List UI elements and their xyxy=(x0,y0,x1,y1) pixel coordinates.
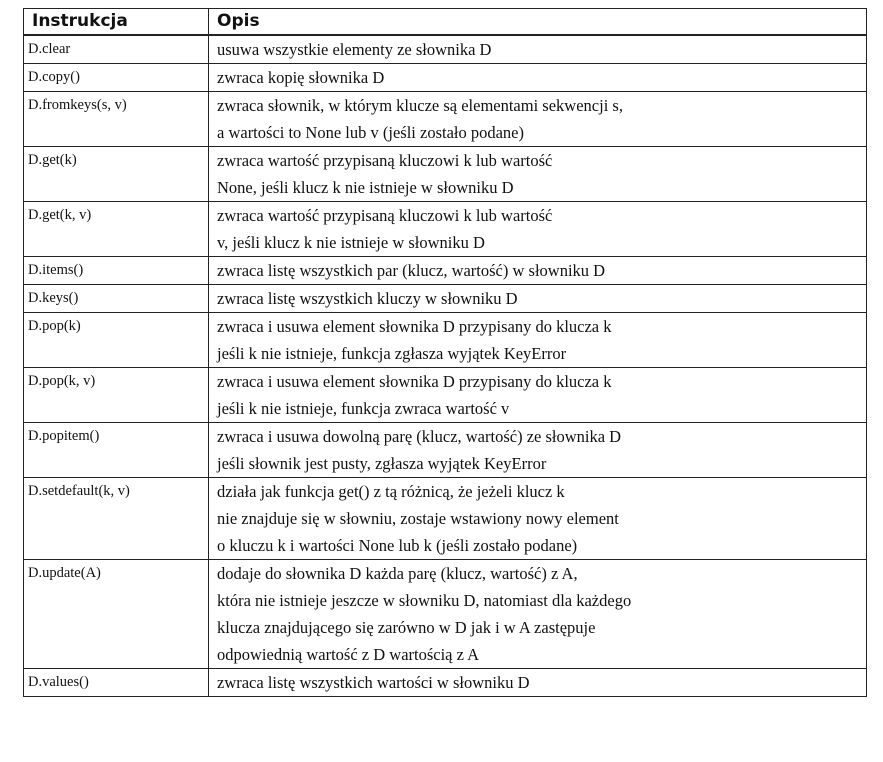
header-row: Instrukcja Opis xyxy=(23,8,867,36)
table-row: D.items() zwraca listę wszystkich par (kl… xyxy=(23,256,867,285)
description-cell: zwraca kopię słownika D xyxy=(208,63,867,92)
table-row: D.copy() zwraca kopię słownika D xyxy=(23,63,867,92)
description-line: usuwa wszystkie elementy ze słownika D xyxy=(217,40,492,59)
table-row: D.popitem() zwraca i usuwa dowolną parę (… xyxy=(23,422,867,478)
dictionary-methods-table: Instrukcja Opis D.clear usuwa wszystkie e… xyxy=(23,8,867,697)
table-header: Instrukcja Opis xyxy=(23,8,867,36)
instruction-cell: D.clear xyxy=(23,34,209,64)
description-line: zwraca listę wszystkich par (klucz, wart… xyxy=(217,261,606,280)
description-line: zwraca listę wszystkich kluczy w słownik… xyxy=(217,289,518,308)
instruction-cell: D.items() xyxy=(23,256,209,285)
instruction-cell: D.copy() xyxy=(23,63,209,92)
description-line: a wartości to None lub v (jeśli zostało … xyxy=(217,123,524,142)
description-line: zwraca i usuwa element słownika D przypi… xyxy=(217,372,612,391)
dictionary-methods-table-container: Instrukcja Opis D.clear usuwa wszystkie e… xyxy=(23,8,867,697)
table-row: D.fromkeys(s, v) zwraca słownik, w którym… xyxy=(23,91,867,147)
table-row: D.pop(k, v) zwraca i usuwa element słowni… xyxy=(23,367,867,423)
description-line: zwraca wartość przypisaną kluczowi k lub… xyxy=(217,206,553,225)
description-line: dodaje do słownika D każda parę (klucz, … xyxy=(217,564,578,583)
table-row: D.values() zwraca listę wszystkich wartoś… xyxy=(23,668,867,697)
description-line: jeśli k nie istnieje, funkcja zgłasza wy… xyxy=(217,344,567,363)
instruction-cell: D.get(k) xyxy=(23,146,209,202)
instruction-cell: D.update(A) xyxy=(23,559,209,669)
description-cell: dodaje do słownika D każda parę (klucz, … xyxy=(208,559,867,669)
table-row: D.clear usuwa wszystkie elementy ze słown… xyxy=(23,34,867,64)
instruction-cell: D.pop(k) xyxy=(23,312,209,368)
description-line: zwraca i usuwa element słownika D przypi… xyxy=(217,317,612,336)
description-cell: zwraca i usuwa dowolną parę (klucz, wart… xyxy=(208,422,867,478)
instruction-cell: D.fromkeys(s, v) xyxy=(23,91,209,147)
description-cell: zwraca listę wszystkich wartości w słown… xyxy=(208,668,867,697)
table-row: D.update(A) dodaje do słownika D każda pa… xyxy=(23,559,867,669)
description-cell: działa jak funkcja get() z tą różnicą, ż… xyxy=(208,477,867,560)
table-row: D.setdefault(k, v) działa jak funkcja get… xyxy=(23,477,867,560)
table-row: D.get(k) zwraca wartość przypisaną kluczo… xyxy=(23,146,867,202)
instruction-cell: D.get(k, v) xyxy=(23,201,209,257)
description-cell: zwraca listę wszystkich kluczy w słownik… xyxy=(208,284,867,313)
description-line: None, jeśli klucz k nie istnieje w słown… xyxy=(217,178,514,197)
description-cell: zwraca wartość przypisaną kluczowi k lub… xyxy=(208,146,867,202)
table-row: D.get(k, v) zwraca wartość przypisaną klu… xyxy=(23,201,867,257)
description-line: zwraca listę wszystkich wartości w słown… xyxy=(217,673,530,692)
description-line: zwraca wartość przypisaną kluczowi k lub… xyxy=(217,151,553,170)
description-line: zwraca kopię słownika D xyxy=(217,68,385,87)
instruction-cell: D.setdefault(k, v) xyxy=(23,477,209,560)
table-body: D.clear usuwa wszystkie elementy ze słown… xyxy=(23,34,867,697)
description-line: jeśli słownik jest pusty, zgłasza wyjąte… xyxy=(217,454,547,473)
description-line: działa jak funkcja get() z tą różnicą, ż… xyxy=(217,482,565,501)
description-line: jeśli k nie istnieje, funkcja zwraca war… xyxy=(217,399,510,418)
description-line: o kluczu k i wartości None lub k (jeśli … xyxy=(217,536,578,555)
description-line: odpowiednią wartość z D wartością z A xyxy=(217,645,480,664)
instruction-cell: D.keys() xyxy=(23,284,209,313)
description-line: v, jeśli klucz k nie istnieje w słowniku… xyxy=(217,233,485,252)
description-cell: zwraca słownik, w którym klucze są eleme… xyxy=(208,91,867,147)
description-cell: zwraca wartość przypisaną kluczowi k lub… xyxy=(208,201,867,257)
header-description: Opis xyxy=(208,8,867,36)
description-line: nie znajduje się w słowniu, zostaje wsta… xyxy=(217,509,619,528)
description-line: która nie istnieje jeszcze w słowniku D,… xyxy=(217,591,632,610)
description-line: klucza znajdującego się zarówno w D jak … xyxy=(217,618,596,637)
instruction-cell: D.values() xyxy=(23,668,209,697)
description-line: zwraca i usuwa dowolną parę (klucz, wart… xyxy=(217,427,622,446)
description-cell: zwraca i usuwa element słownika D przypi… xyxy=(208,367,867,423)
table-row: D.pop(k) zwraca i usuwa element słownika … xyxy=(23,312,867,368)
description-cell: zwraca listę wszystkich par (klucz, wart… xyxy=(208,256,867,285)
instruction-cell: D.pop(k, v) xyxy=(23,367,209,423)
description-cell: zwraca i usuwa element słownika D przypi… xyxy=(208,312,867,368)
description-line: zwraca słownik, w którym klucze są eleme… xyxy=(217,96,623,115)
description-cell: usuwa wszystkie elementy ze słownika D xyxy=(208,34,867,64)
table-row: D.keys() zwraca listę wszystkich kluczy w… xyxy=(23,284,867,313)
header-instruction: Instrukcja xyxy=(23,8,209,36)
instruction-cell: D.popitem() xyxy=(23,422,209,478)
